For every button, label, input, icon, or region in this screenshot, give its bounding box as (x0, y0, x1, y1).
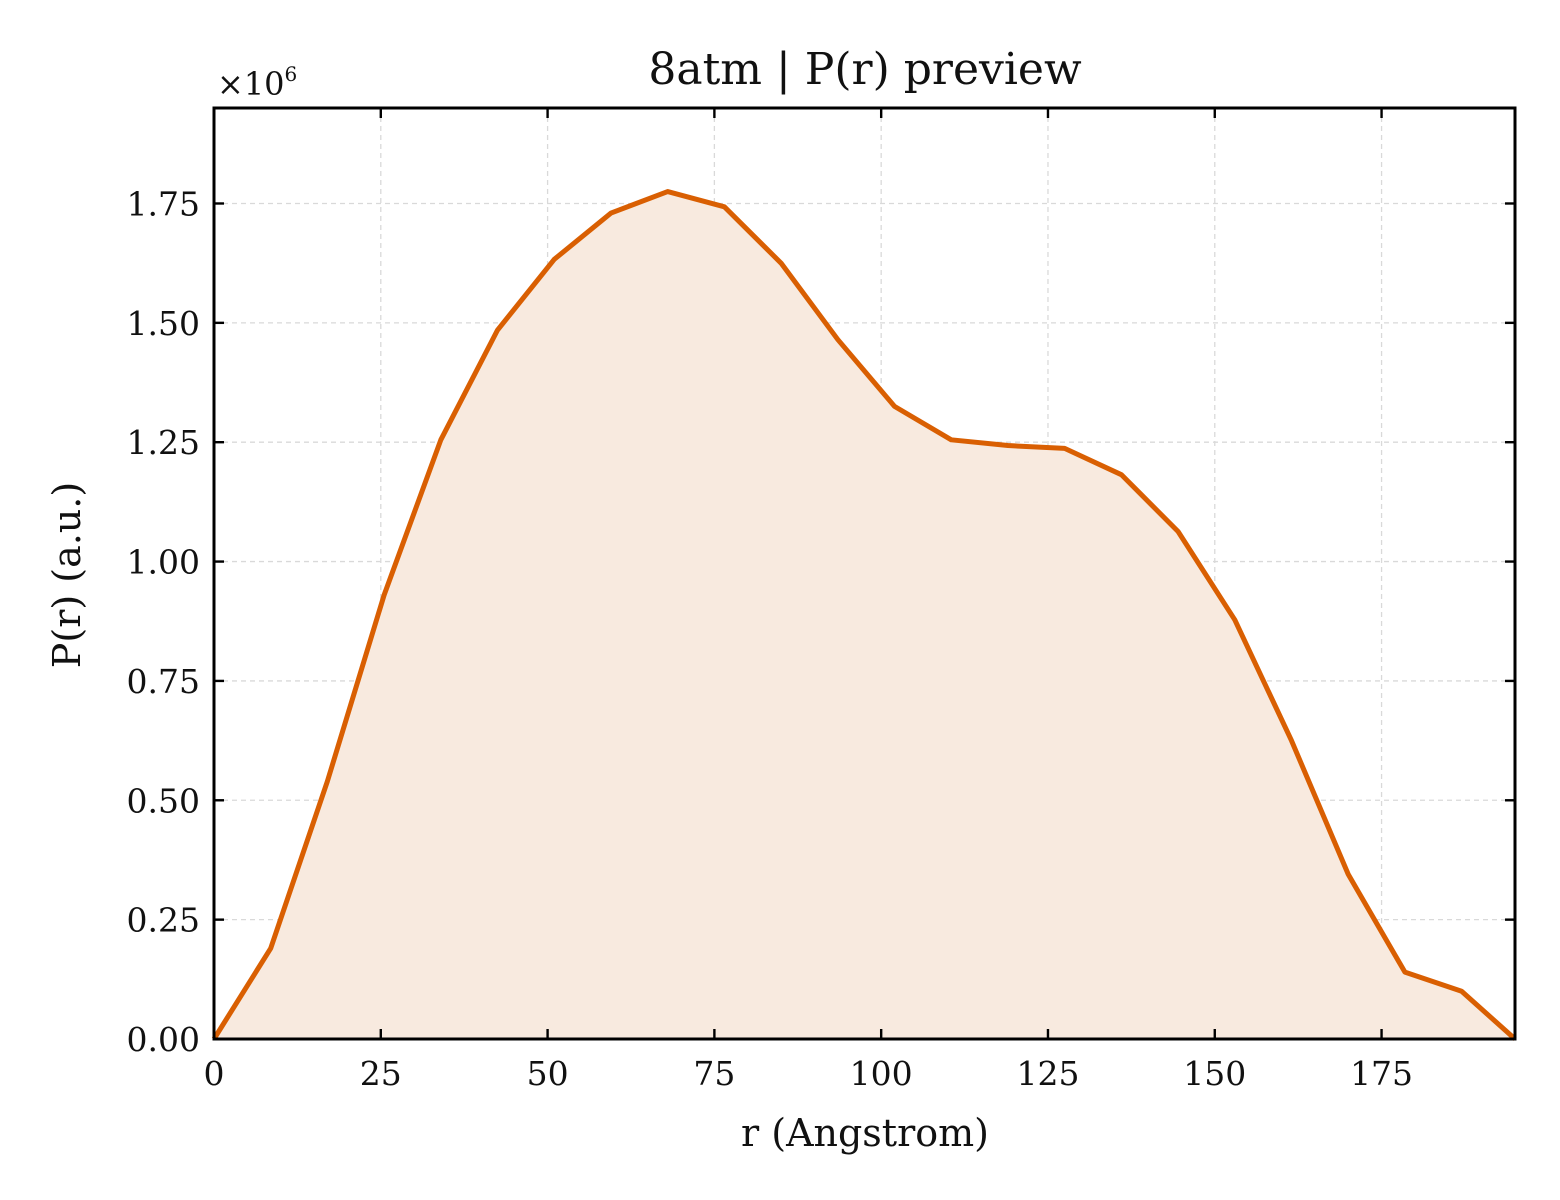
y-tick-label: 1.75 (127, 184, 200, 223)
y-tick-label: 1.50 (127, 304, 200, 343)
x-tick-label: 150 (1183, 1054, 1246, 1093)
x-axis-label: r (Angstrom) (741, 1111, 989, 1155)
x-tick-label: 25 (360, 1054, 402, 1093)
ticks (212, 108, 1515, 1041)
x-tick-label: 100 (850, 1054, 913, 1093)
y-axis-multiplier: ×106 (217, 62, 297, 103)
y-tick-label: 1.00 (127, 543, 200, 582)
x-tick-labels: 0 25 50 75 100 125 150 175 (204, 1054, 1414, 1093)
y-axis-multiplier-exponent: 6 (285, 62, 298, 86)
x-tick-label: 0 (204, 1054, 225, 1093)
y-tick-labels: 0.00 0.25 0.50 0.75 1.00 1.25 1.50 1.75 (127, 184, 200, 1059)
x-tick-label: 175 (1350, 1054, 1413, 1093)
chart-title: 8atm | P(r) preview (648, 44, 1082, 95)
y-tick-label: 0.50 (127, 781, 200, 820)
plot-frame (212, 106, 1517, 1041)
x-tick-label: 125 (1016, 1054, 1079, 1093)
x-tick-label: 50 (527, 1054, 569, 1093)
y-axis-label: P(r) (a.u.) (45, 482, 89, 668)
y-axis-multiplier-base: ×10 (217, 65, 285, 103)
series-line (211, 189, 1517, 1041)
series-area-fill (214, 191, 1515, 1040)
y-tick-label: 0.25 (127, 901, 200, 940)
y-tick-label: 1.25 (127, 423, 200, 462)
x-tick-label: 75 (693, 1054, 735, 1093)
y-tick-label: 0.00 (127, 1020, 200, 1059)
y-tick-label: 0.75 (127, 662, 200, 701)
